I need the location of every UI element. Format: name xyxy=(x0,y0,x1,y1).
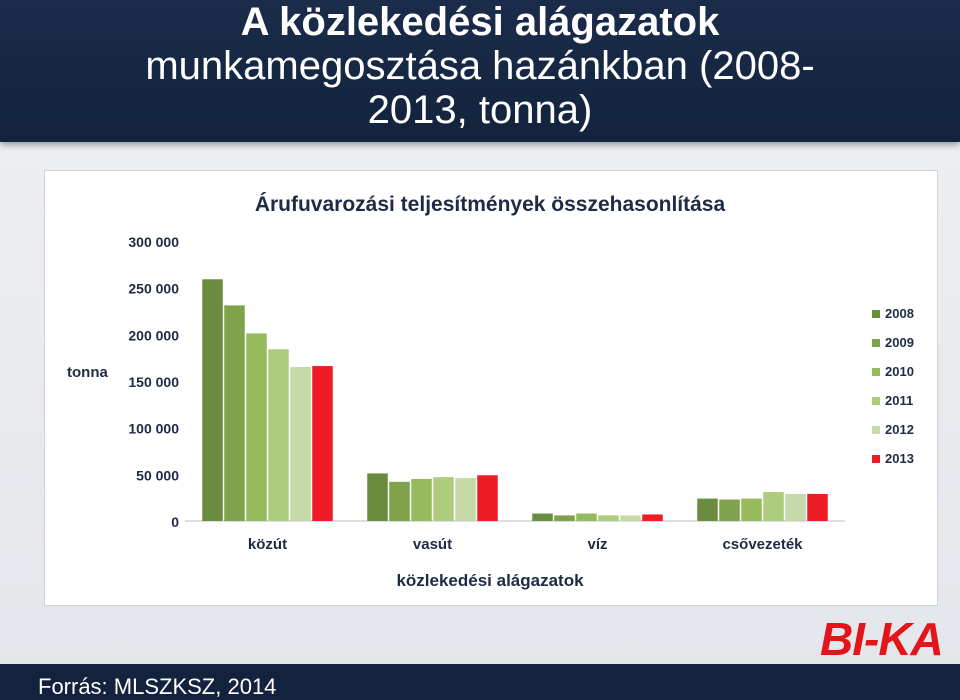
bar-2010-2 xyxy=(576,513,597,521)
bar-2011-2 xyxy=(598,515,619,521)
legend-label: 2012 xyxy=(885,422,914,437)
slide-title-line-1: A közlekedési alágazatok xyxy=(240,0,720,44)
x-axis-label: közlekedési alágazatok xyxy=(396,571,584,590)
bars-group xyxy=(185,279,845,522)
bar-2008-0 xyxy=(202,279,223,521)
y-axis-label: tonna xyxy=(67,364,108,381)
legend-label: 2011 xyxy=(885,393,913,408)
bar-2008-1 xyxy=(367,473,388,521)
chart-panel: Árufuvarozási teljesítmények összehasonl… xyxy=(44,170,938,606)
x-tick-label: vasút xyxy=(413,536,452,553)
bar-2013-2 xyxy=(642,514,663,521)
slide-title-line-3: 2013, tonna) xyxy=(367,88,593,132)
bar-2010-0 xyxy=(246,333,267,521)
legend-label: 2013 xyxy=(885,451,914,466)
x-tick-label: közút xyxy=(248,536,287,553)
title-bar xyxy=(0,0,960,142)
y-tick-label: 150 000 xyxy=(128,374,179,390)
legend-label: 2010 xyxy=(885,364,914,379)
bar-2011-3 xyxy=(763,492,784,521)
legend-swatch xyxy=(872,426,880,434)
chart-title: Árufuvarozási teljesítmények összehasonl… xyxy=(255,193,726,216)
bar-2009-1 xyxy=(389,481,410,521)
x-tick-label: csővezeték xyxy=(722,536,803,553)
y-tick-label: 50 000 xyxy=(136,467,179,483)
bar-2010-3 xyxy=(741,498,762,521)
y-tick-label: 0 xyxy=(171,514,179,530)
bar-2013-3 xyxy=(807,493,828,521)
legend-label: 2008 xyxy=(885,306,914,321)
bar-2008-3 xyxy=(697,498,718,521)
bar-2009-0 xyxy=(224,305,245,521)
bar-2008-2 xyxy=(532,513,553,521)
legend: 2008 2009 2010 2011 2012 2013 xyxy=(872,306,914,466)
bar-chart: Árufuvarozási teljesítmények összehasonl… xyxy=(67,193,914,590)
bar-2009-3 xyxy=(719,499,740,521)
footer-bar xyxy=(0,664,960,700)
bar-2012-0 xyxy=(290,367,311,521)
slide-title-line-2: munkamegosztása hazánkban (2008- xyxy=(145,44,815,88)
legend-swatch xyxy=(872,397,880,405)
legend-swatch xyxy=(872,368,880,376)
bar-2012-2 xyxy=(620,515,641,521)
y-axis-ticks: 0 50 000 100 000 150 000 200 000 250 000 300 0… xyxy=(128,234,179,530)
bar-2010-1 xyxy=(411,479,432,521)
legend-swatch xyxy=(872,310,880,318)
bar-2011-0 xyxy=(268,349,289,521)
x-tick-label: víz xyxy=(587,536,607,553)
y-tick-label: 300 000 xyxy=(128,234,179,250)
y-tick-label: 100 000 xyxy=(128,421,179,437)
y-tick-label: 200 000 xyxy=(128,327,179,343)
x-axis-ticks: közút vasút víz csővezeték xyxy=(248,536,803,553)
bar-2013-0 xyxy=(312,366,333,521)
legend-label: 2009 xyxy=(885,335,914,350)
source-text: Forrás: MLSZKSZ, 2014 xyxy=(38,674,277,699)
legend-swatch xyxy=(872,339,880,347)
bar-2011-1 xyxy=(433,477,454,521)
bar-2013-1 xyxy=(477,475,498,521)
bar-2009-2 xyxy=(554,515,575,521)
legend-swatch xyxy=(872,455,880,463)
slide-title: A közlekedési alágazatok munkamegosztása… xyxy=(0,0,960,132)
bika-logo: BI-KA xyxy=(820,613,944,665)
bar-2012-1 xyxy=(455,478,476,521)
y-tick-label: 250 000 xyxy=(128,281,179,297)
bar-2012-3 xyxy=(785,493,806,521)
